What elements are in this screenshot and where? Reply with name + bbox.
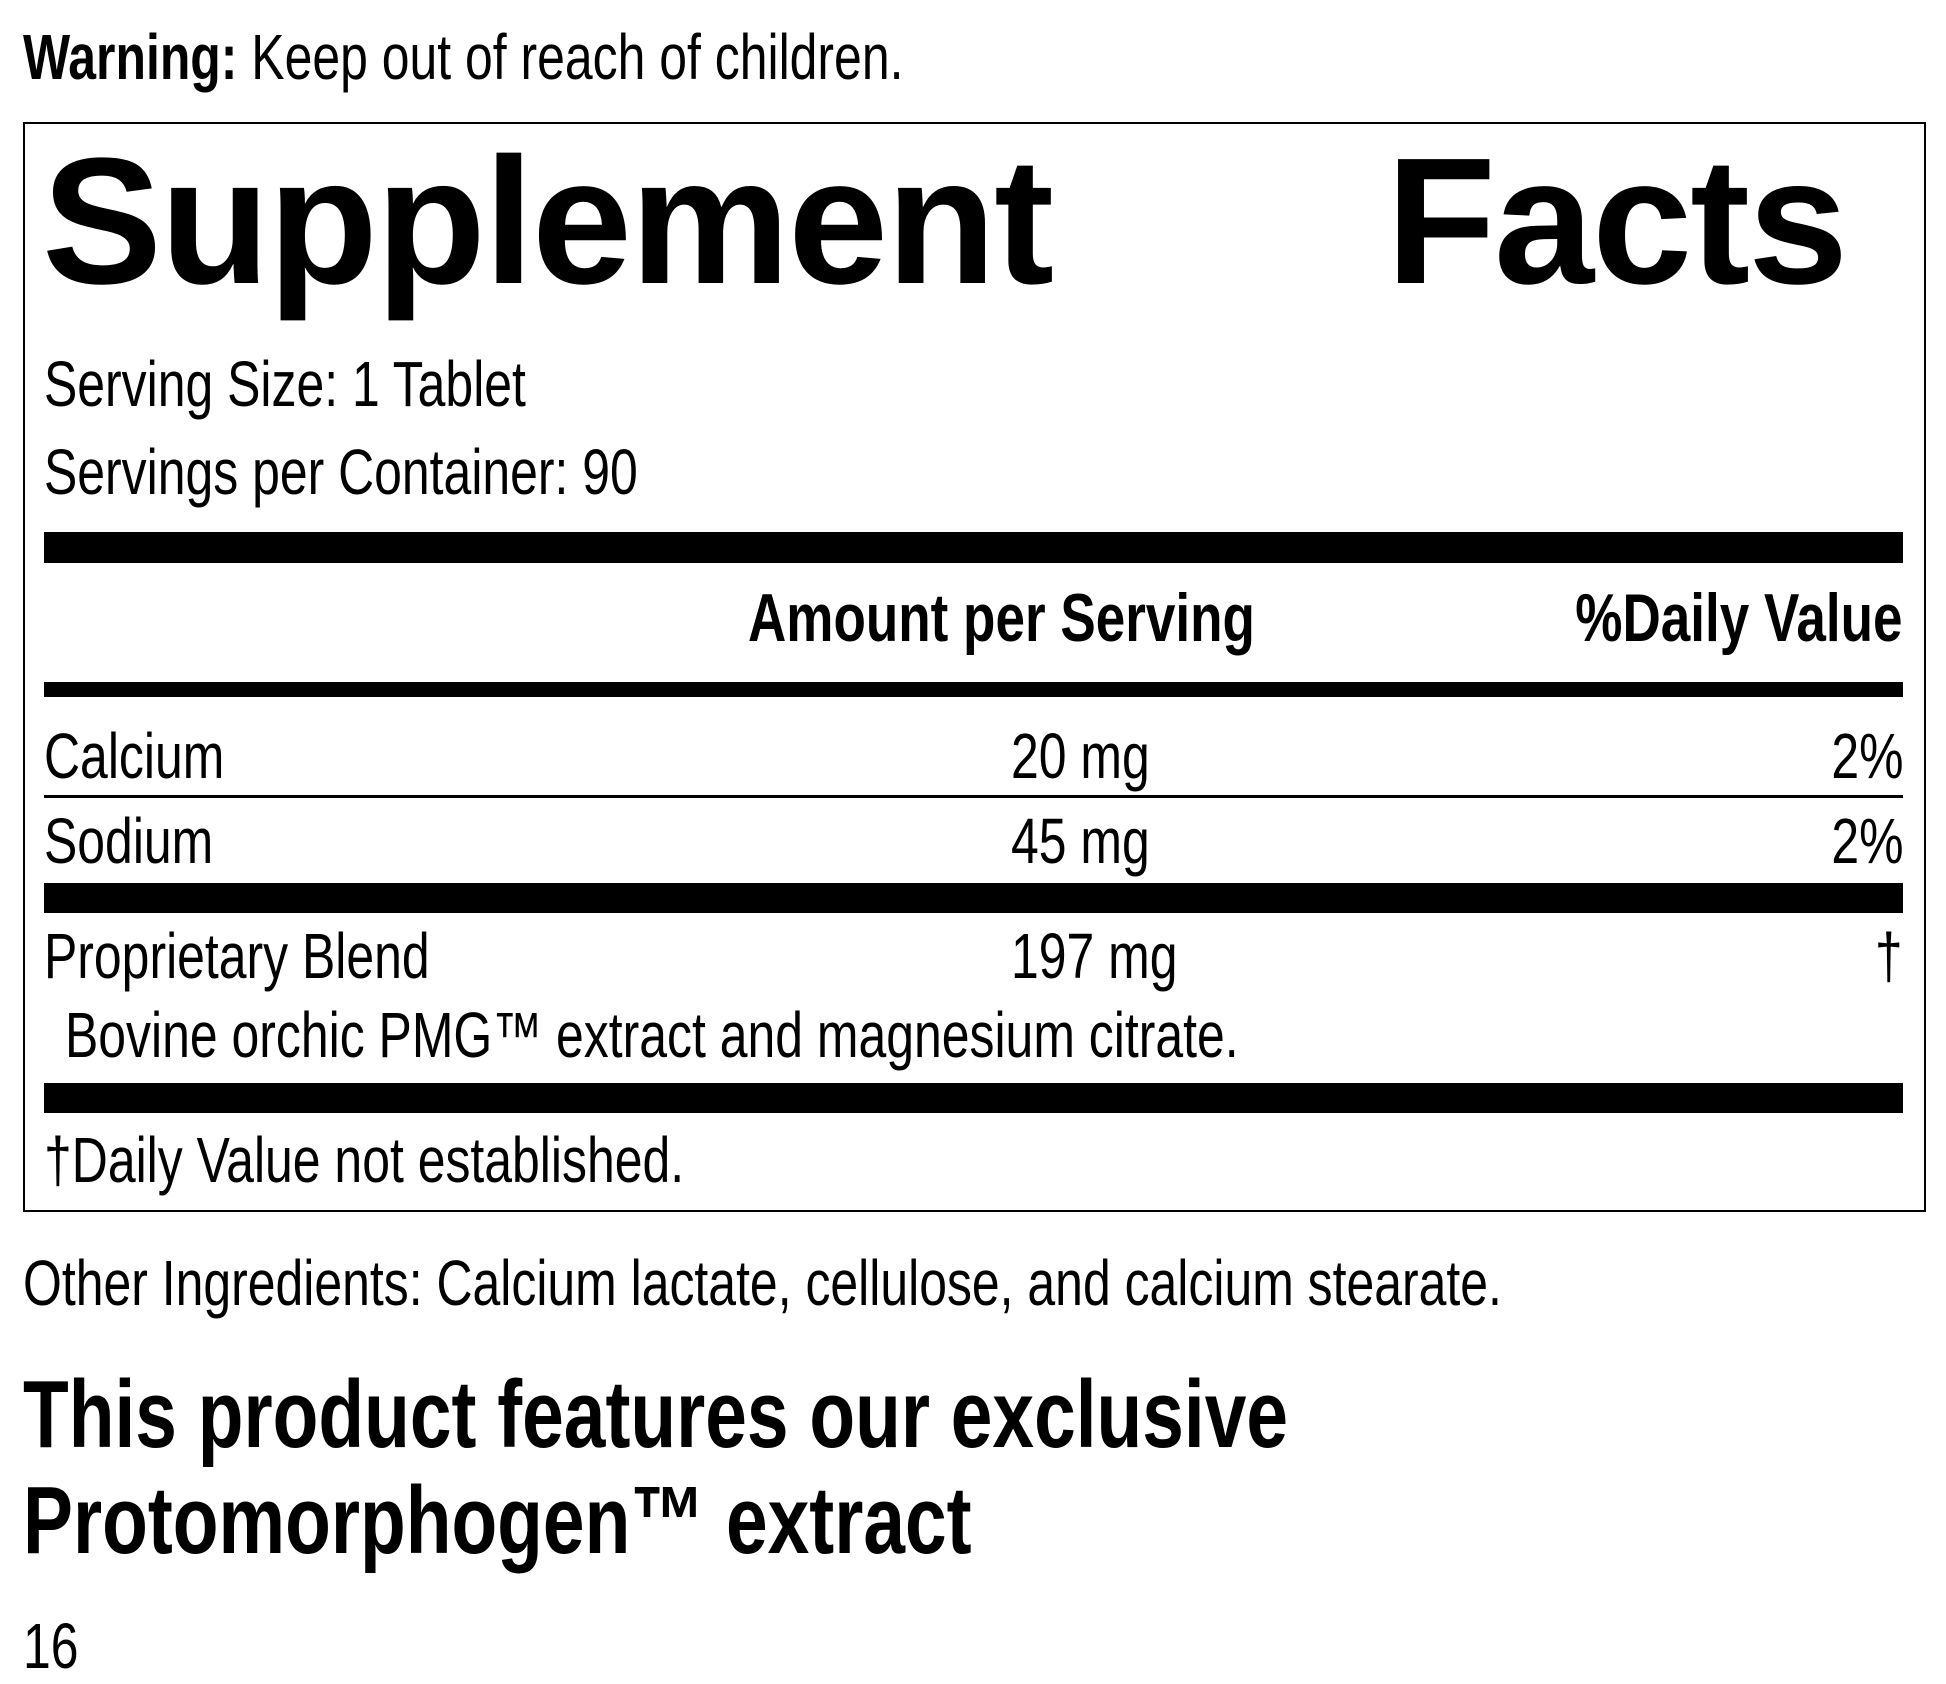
divider-medium	[44, 682, 1903, 697]
divider-thick	[44, 1083, 1903, 1113]
feature-line-2: Protomorphogen™ extract	[23, 1467, 972, 1574]
servings-per-container: Servings per Container: 90	[44, 436, 638, 508]
header-daily-value: %Daily Value	[1575, 580, 1903, 656]
footnote: †Daily Value not established.	[44, 1124, 685, 1196]
blend-description: Bovine orchic PMG™ extract and magnesium…	[65, 999, 1239, 1071]
row-amount: 20 mg	[1011, 720, 1150, 792]
warning-label: Warning:	[23, 21, 238, 93]
warning-text: Keep out of reach of children.	[251, 21, 904, 93]
row-name: Proprietary Blend	[44, 920, 430, 992]
other-ingredients: Other Ingredients: Calcium lactate, cell…	[23, 1247, 1502, 1319]
row-dv: 2%	[1830, 720, 1903, 792]
row-dv: †	[1875, 920, 1903, 992]
divider-thick	[44, 532, 1903, 563]
row-name: Calcium	[44, 720, 225, 792]
serving-size: Serving Size: 1 Tablet	[44, 348, 526, 420]
divider-thin	[44, 795, 1903, 798]
supplement-facts-panel	[23, 122, 1926, 1212]
feature-line-1: This product features our exclusive	[23, 1361, 1288, 1468]
row-amount: 197 mg	[1011, 920, 1178, 992]
warning: Warning: Keep out of reach of children.	[23, 25, 1152, 89]
title-facts: Facts	[1386, 121, 1848, 322]
row-amount: 45 mg	[1011, 805, 1150, 877]
row-name: Sodium	[44, 805, 214, 877]
title-supplement: Supplement	[42, 121, 1054, 322]
page-number: 16	[23, 1610, 79, 1682]
header-amount: Amount per Serving	[748, 580, 1255, 656]
divider-thick	[44, 883, 1903, 913]
row-dv: 2%	[1830, 805, 1903, 877]
